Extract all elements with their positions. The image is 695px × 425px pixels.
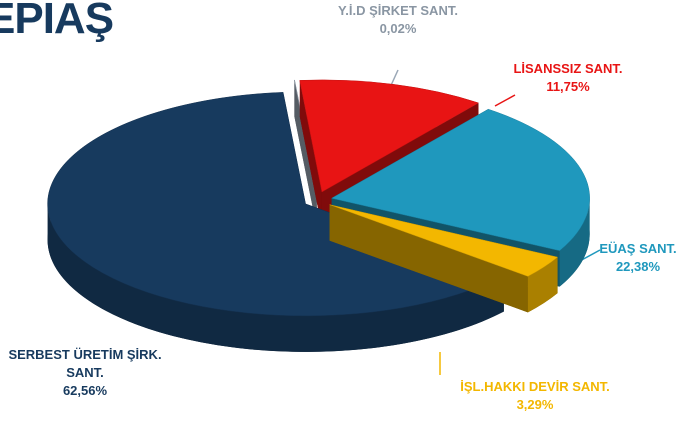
slice-radial-wall bbox=[299, 80, 322, 228]
slice-label: SERBEST ÜRETİM ŞİRK. SANT. 62,56% bbox=[0, 346, 170, 400]
value-label: 22,38% bbox=[615, 259, 661, 274]
category-label: İŞL.HAKKI DEVİR SANT. bbox=[460, 379, 610, 394]
slice bbox=[299, 79, 480, 193]
value-label: 0,02% bbox=[379, 21, 417, 36]
logo: EPIAŞ bbox=[0, 0, 114, 43]
slice-radial-wall bbox=[329, 204, 528, 313]
category-label: LİSANSSIZ SANT. bbox=[513, 61, 623, 76]
value-label: 11,75% bbox=[546, 79, 590, 94]
slice bbox=[330, 108, 590, 251]
slice-label: Y.İ.D ŞİRKET SANT. 0,02% bbox=[338, 2, 458, 38]
slice bbox=[329, 204, 559, 277]
category-label: EÜAŞ SANT. bbox=[599, 241, 677, 256]
slice-side bbox=[527, 257, 558, 313]
category-label: SERBEST ÜRETİM ŞİRK. SANT. bbox=[8, 347, 162, 380]
slice-label: EÜAŞ SANT. 22,38% bbox=[578, 240, 695, 276]
slice-side bbox=[47, 203, 504, 352]
leader-line bbox=[494, 94, 516, 107]
slice-label: LİSANSSIZ SANT. 11,75% bbox=[478, 60, 658, 96]
slice-side bbox=[559, 198, 590, 287]
category-label: Y.İ.D ŞİRKET SANT. bbox=[338, 3, 458, 18]
slice-label: İŞL.HAKKI DEVİR SANT. 3,29% bbox=[425, 378, 645, 414]
value-label: 62,56% bbox=[62, 383, 108, 398]
value-label: 3,29% bbox=[516, 397, 554, 412]
